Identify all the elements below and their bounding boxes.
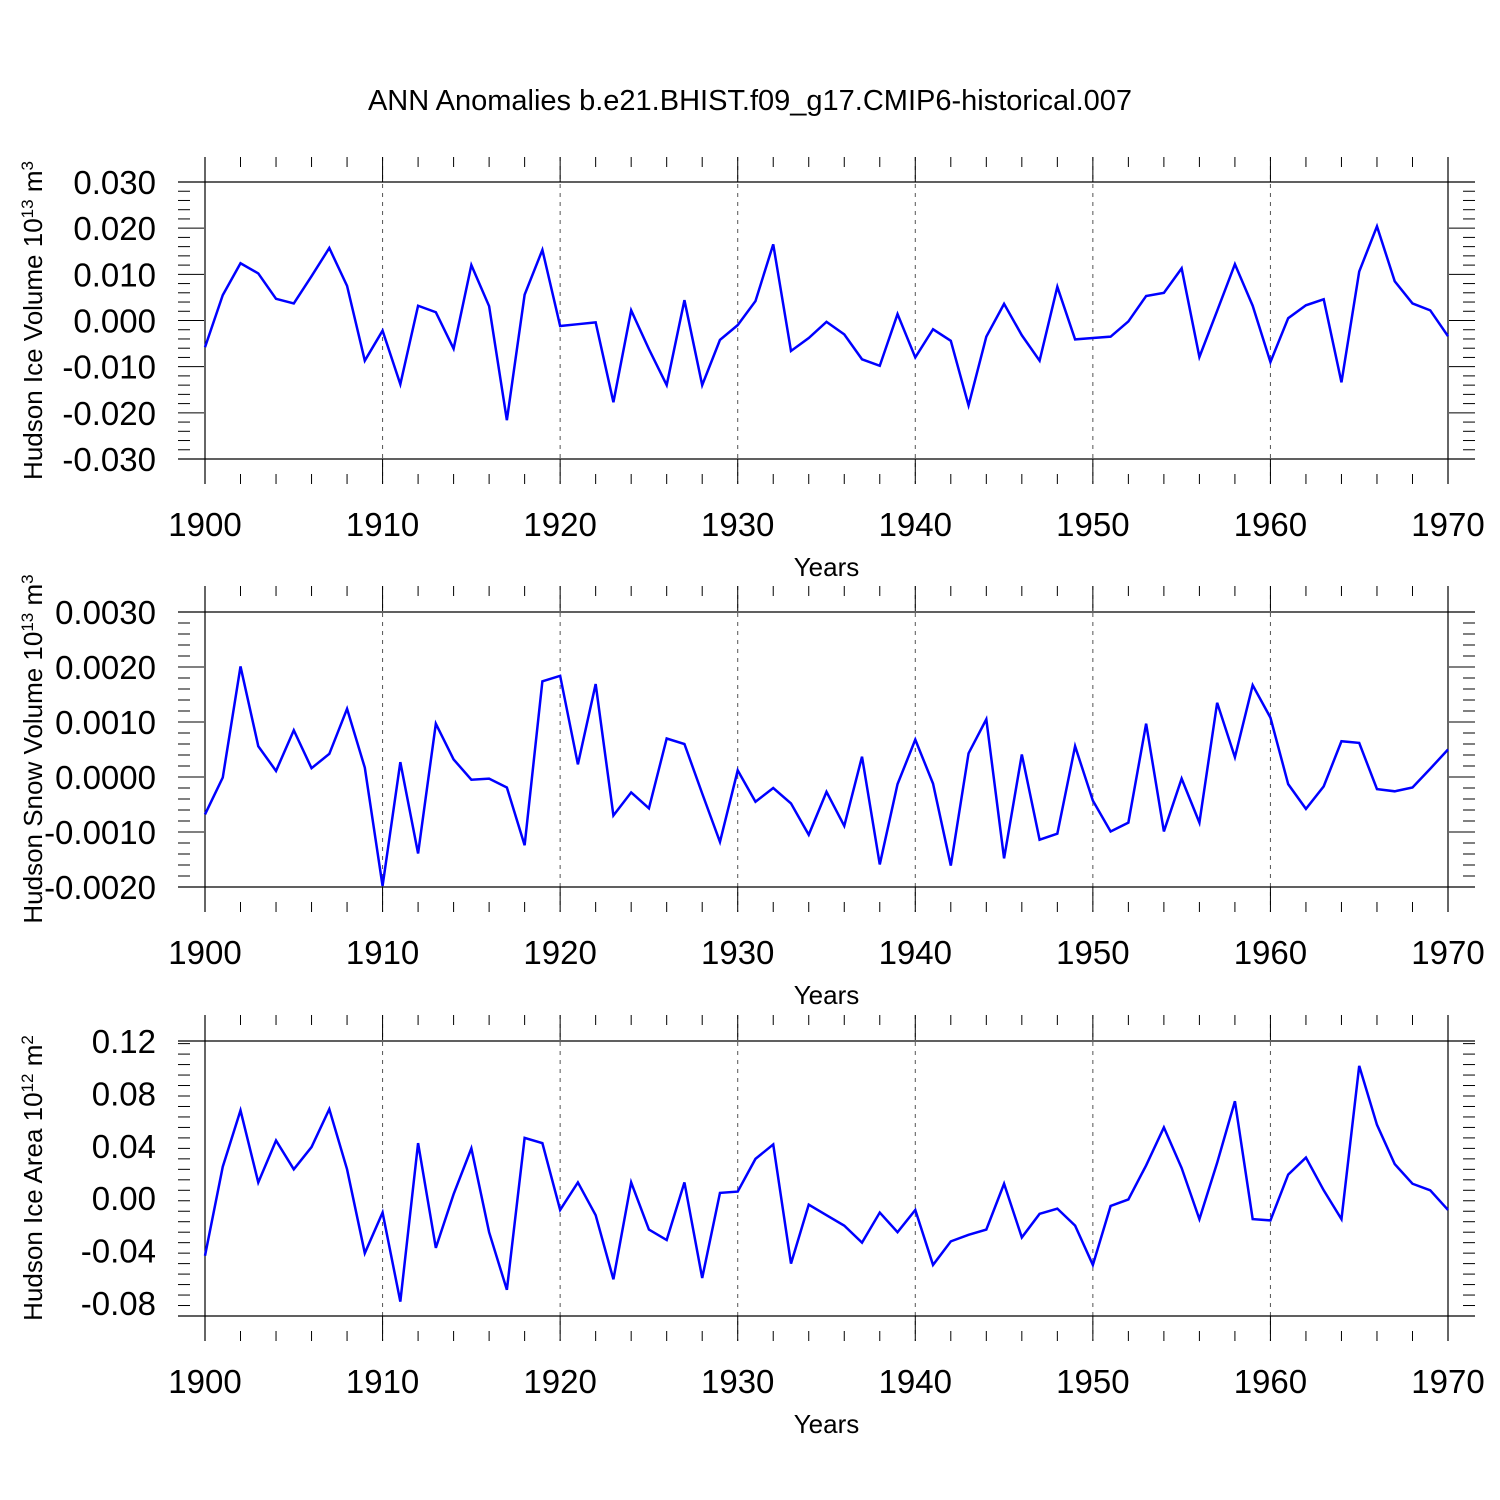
y-tick-label: 0.010: [73, 256, 156, 293]
panels-group: -0.030 -0.020 -0.010 0.000 0.010 0.020 0.030 19…: [18, 157, 1485, 1439]
panel-2: -0.0020 -0.0010 0.0000 0.0010 0.0020 0.0030 19…: [18, 574, 1485, 1010]
panel-1: -0.030 -0.020 -0.010 0.000 0.010 0.020 0.030 19…: [18, 157, 1485, 582]
y-tick-label: -0.020: [62, 395, 156, 432]
x-tick-label: 1950: [1056, 506, 1129, 543]
x-tick-label: 1970: [1411, 934, 1484, 971]
y-tick-label: 0.0010: [55, 704, 156, 741]
panel-3: -0.08 -0.04 0.00 0.04 0.08 0.12 1900 1910 1920 19…: [18, 1015, 1485, 1439]
y-axis-title-part: m: [18, 171, 48, 200]
y-axis-title-part: Hudson Ice Volume 10: [18, 218, 48, 480]
x-axis-title: Years: [794, 552, 860, 582]
y-axis-title-superscript: 3: [18, 161, 37, 170]
y-tick-label: 0.12: [92, 1023, 156, 1060]
series-line-1: [203, 1065, 1449, 1302]
y-tick-label: 0.0030: [55, 594, 156, 631]
y-tick-label: -0.04: [81, 1233, 156, 1270]
y-tick-label: -0.0010: [44, 814, 156, 851]
series-line-1: [203, 222, 1450, 421]
x-tick-label: 1920: [523, 506, 596, 543]
y-tick-label: 0.00: [92, 1180, 156, 1217]
x-tick-label: 1960: [1234, 506, 1307, 543]
y-axis-title-superscript: 13: [18, 199, 37, 218]
y-tick-label: -0.030: [62, 441, 156, 478]
y-tick-label: 0.0020: [55, 649, 156, 686]
x-tick-label: 1900: [168, 1363, 241, 1400]
y-axis-title-part: m: [18, 1045, 48, 1074]
x-tick-label: 1910: [346, 934, 419, 971]
y-tick-label: -0.08: [81, 1285, 156, 1322]
x-axis-title: Years: [794, 980, 860, 1010]
x-tick-label: 1930: [701, 506, 774, 543]
x-tick-label: 1930: [701, 1363, 774, 1400]
y-axis-title-superscript: 3: [18, 574, 37, 583]
x-tick-label: 1900: [168, 934, 241, 971]
y-axis-title: Hudson Snow Volume 1013 m3: [18, 574, 49, 923]
x-tick-label: 1970: [1411, 506, 1484, 543]
y-axis-title-part: Hudson Snow Volume 10: [18, 632, 48, 924]
x-tick-label: 1960: [1234, 1363, 1307, 1400]
x-tick-label: 1910: [346, 506, 419, 543]
y-axis-title: Hudson Ice Volume 1013 m3: [18, 161, 49, 480]
x-tick-label: 1940: [879, 506, 952, 543]
y-axis-title-superscript: 2: [18, 1035, 37, 1044]
x-tick-label: 1900: [168, 506, 241, 543]
y-axis-title-superscript: 13: [18, 613, 37, 632]
y-tick-label: 0.000: [73, 303, 156, 340]
x-tick-label: 1910: [346, 1363, 419, 1400]
x-tick-label: 1920: [523, 1363, 596, 1400]
y-axis-title-superscript: 12: [18, 1074, 37, 1093]
x-tick-label: 1940: [879, 934, 952, 971]
y-tick-label: 0.08: [92, 1075, 156, 1112]
x-tick-label: 1930: [701, 934, 774, 971]
y-axis-title: Hudson Ice Area 1012 m2: [18, 1035, 49, 1321]
x-tick-label: 1920: [523, 934, 596, 971]
y-tick-label: -0.0020: [44, 869, 156, 906]
series-line-1: [203, 666, 1449, 887]
y-axis-title-part: m: [18, 584, 48, 613]
y-axis-title-part: Hudson Ice Area 10: [18, 1092, 48, 1320]
y-tick-label: 0.04: [92, 1128, 156, 1165]
y-tick-label: 0.0000: [55, 759, 156, 796]
x-tick-label: 1970: [1411, 1363, 1484, 1400]
x-axis-title: Years: [794, 1409, 860, 1439]
chart-title: ANN Anomalies b.e21.BHIST.f09_g17.CMIP6-…: [368, 85, 1132, 117]
x-tick-label: 1950: [1056, 934, 1129, 971]
y-tick-label: 0.020: [73, 210, 156, 247]
y-tick-label: 0.030: [73, 164, 156, 201]
x-tick-label: 1940: [879, 1363, 952, 1400]
x-tick-label: 1960: [1234, 934, 1307, 971]
x-tick-label: 1950: [1056, 1363, 1129, 1400]
y-tick-label: -0.010: [62, 349, 156, 386]
